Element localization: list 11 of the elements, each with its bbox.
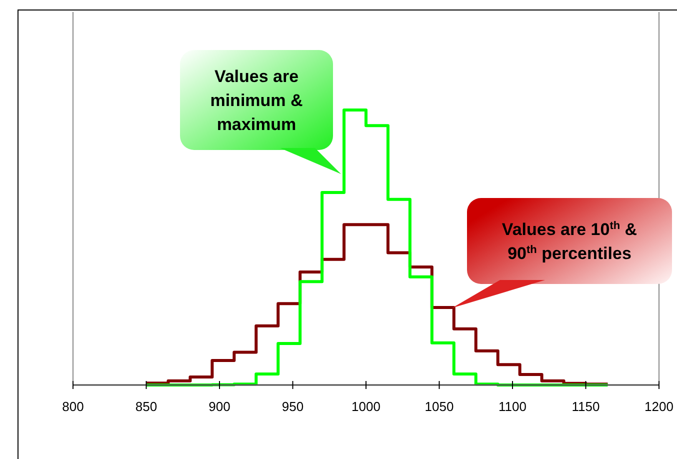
x-tick-label: 850	[135, 399, 158, 414]
x-tick-label: 1050	[424, 399, 454, 414]
x-tick-label: 950	[282, 399, 304, 414]
x-tick-label: 800	[62, 399, 84, 414]
x-tick-label: 1100	[498, 399, 526, 414]
x-tick-label: 1200	[644, 399, 674, 414]
x-tick-label: 1150	[572, 399, 600, 414]
annotation: Values are minimum & maximum	[210, 67, 303, 134]
x-tick-label: 900	[208, 399, 230, 414]
x-tick-label: 1000	[352, 399, 380, 414]
text: Values are 10$^{th}$ & 90$^{th}$ percentiles	[502, 220, 638, 263]
